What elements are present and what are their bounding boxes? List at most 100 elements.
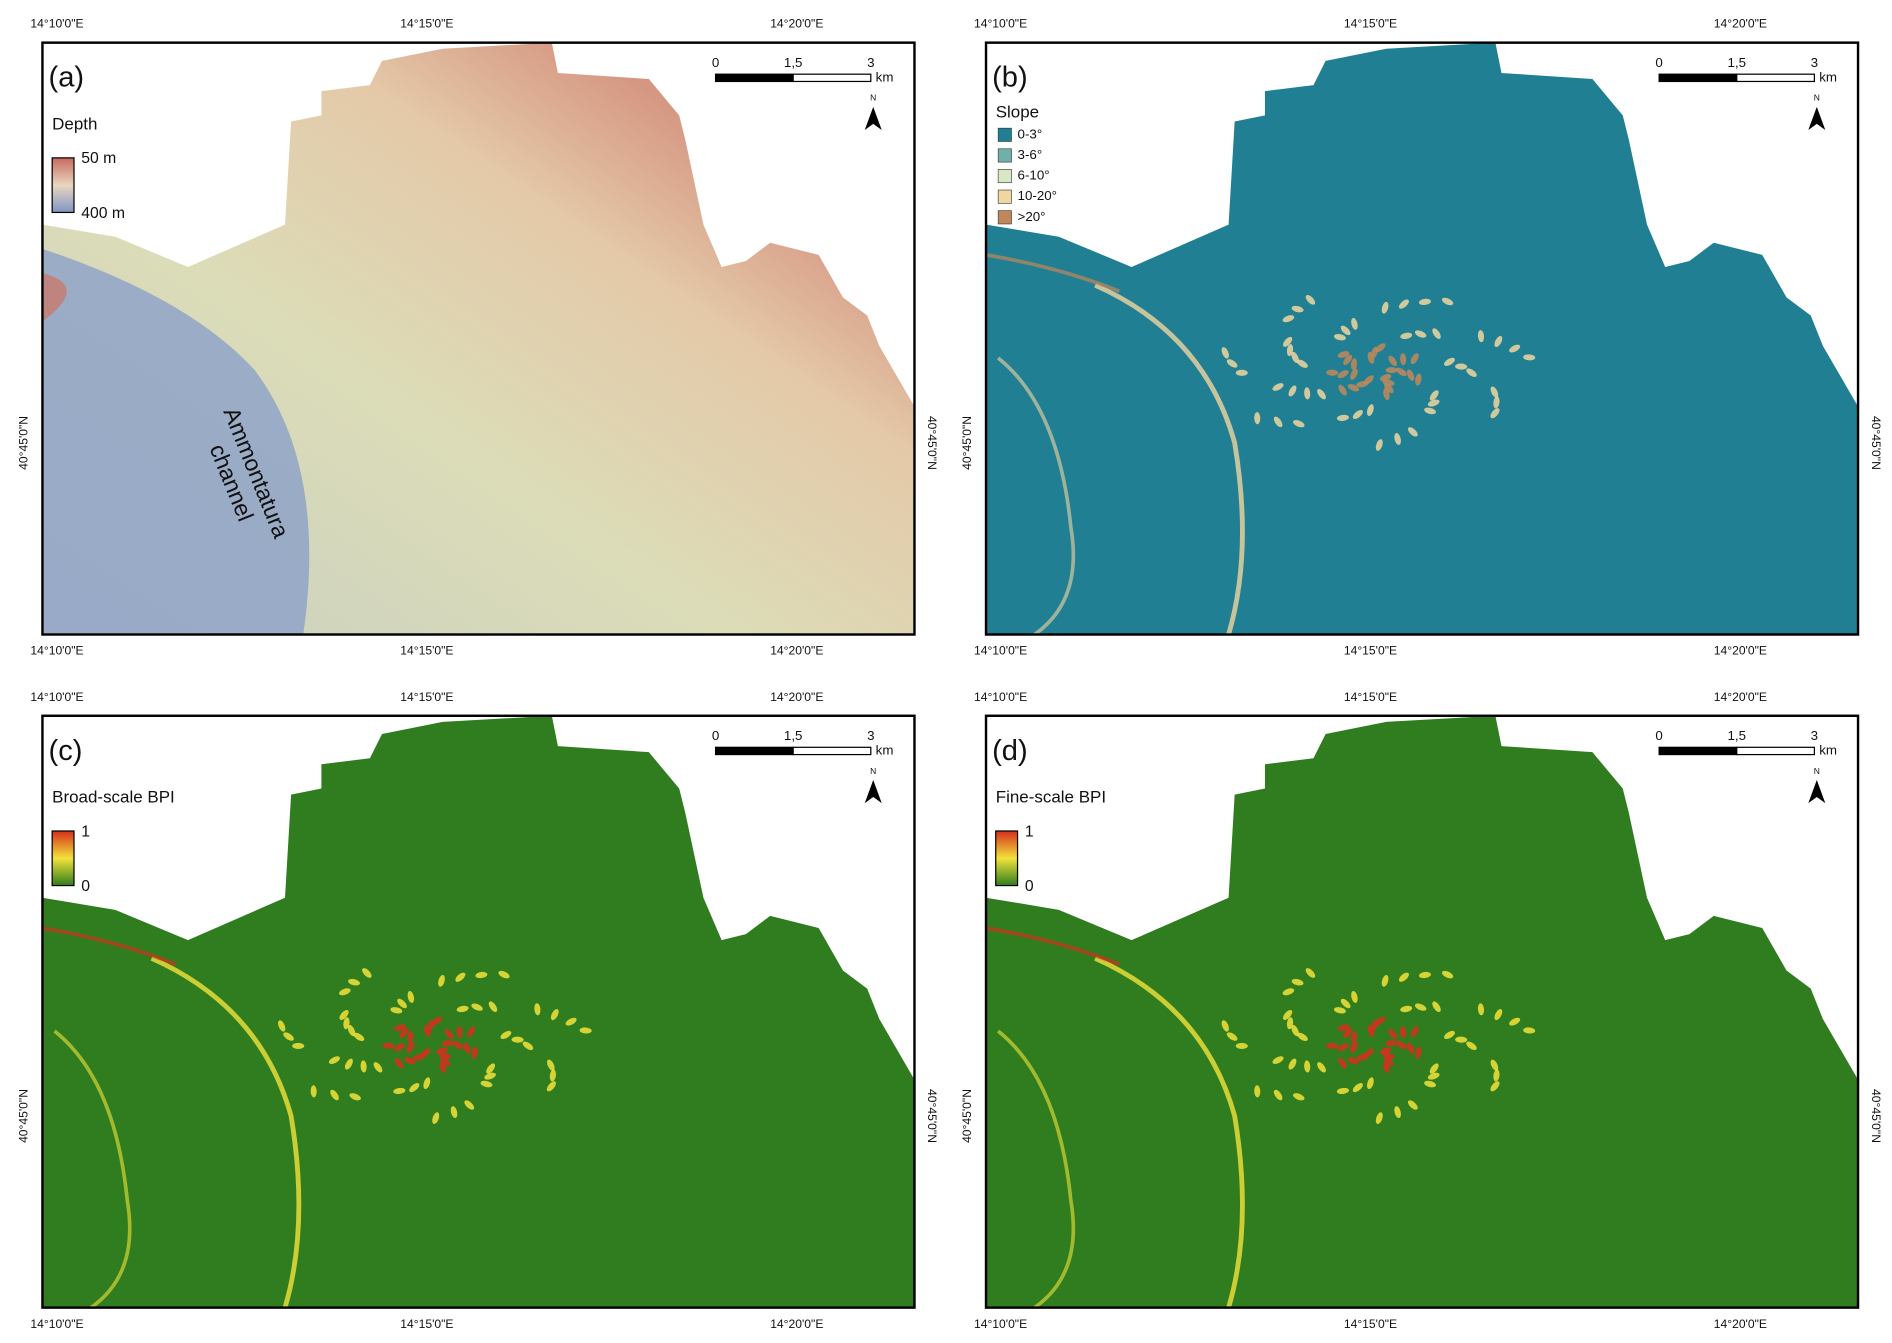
map-panel: 14°10'0"E 14°10'0"E 14°15'0"E 14°15'0"E 14°2…: [960, 17, 1883, 658]
relief-feature: [1490, 386, 1499, 398]
legend-colorbar: [51, 157, 75, 214]
relief-feature: [1414, 1003, 1427, 1011]
relief-feature: [436, 1047, 448, 1055]
relief-feature: [440, 1056, 451, 1067]
relief-feature: [1226, 1032, 1238, 1041]
relief-feature: [1375, 1016, 1386, 1026]
relief-feature: [1273, 416, 1283, 428]
panel-letter: (d): [992, 735, 1028, 767]
relief-feature: [1366, 404, 1374, 416]
legend-title: Fine-scale BPI: [996, 788, 1106, 807]
relief-feature: [1523, 354, 1536, 361]
relief-feature: [1441, 297, 1454, 306]
relief-feature: [412, 1054, 425, 1061]
legend-swatch: [997, 210, 1012, 225]
legend-label: 6-10°: [1018, 168, 1050, 183]
relief-feature: [1226, 359, 1238, 368]
relief-feature: [407, 991, 415, 1003]
relief-feature: [522, 1041, 534, 1051]
relief-feature: [456, 1026, 463, 1039]
relief-feature: [547, 1059, 555, 1071]
relief-feature: [1509, 1017, 1521, 1026]
relief-feature: [456, 1005, 469, 1013]
longitude-label: 14°15'0"E: [1344, 17, 1397, 31]
relief-feature: [339, 1009, 349, 1020]
relief-feature: [1350, 358, 1358, 371]
relief-feature: [1375, 439, 1383, 451]
relief-feature: [471, 1003, 483, 1011]
relief-feature: [1336, 1087, 1349, 1095]
legend-title: Slope: [996, 102, 1039, 121]
relief-feature: [394, 1057, 404, 1069]
relief-feature: [1347, 383, 1360, 392]
relief-feature: [1444, 1030, 1455, 1040]
relief-feature: [1415, 373, 1422, 386]
scale-bar: [714, 746, 794, 756]
relief-feature: [1375, 343, 1386, 353]
scale-bar: [792, 73, 872, 83]
latitude-label: 40°45'0"N: [925, 1089, 939, 1143]
relief-feature: [1352, 1083, 1363, 1093]
relief-feature: [1254, 1085, 1261, 1098]
latitude-label: 40°45'0"N: [1869, 1089, 1883, 1143]
latitude-label: 40°45'0"N: [16, 416, 30, 470]
relief-feature: [1424, 1080, 1437, 1088]
panel-letter: (a): [49, 62, 85, 94]
relief-feature: [393, 1087, 406, 1095]
relief-feature: [278, 1020, 286, 1032]
relief-feature: [1272, 383, 1284, 391]
relief-feature: [348, 978, 360, 986]
relief-feature: [310, 1085, 317, 1098]
channel-rim: [42, 273, 67, 322]
longitude-label: 14°10'0"E: [30, 1317, 83, 1331]
channel-rim: [986, 926, 1121, 967]
relief-feature: [347, 1024, 356, 1037]
relief-feature: [444, 1028, 454, 1040]
scale-bar: [1658, 746, 1738, 756]
longitude-label: 14°15'0"E: [1344, 1317, 1397, 1331]
relief-feature: [1272, 1056, 1284, 1065]
relief-feature: [1338, 384, 1347, 396]
relief-feature: [441, 1040, 455, 1047]
longitude-label: 14°20'0"E: [1714, 17, 1767, 31]
relief-feature: [1493, 1069, 1500, 1082]
panel-letter: (c): [49, 735, 83, 767]
legend-label: 0-3°: [1018, 126, 1043, 141]
relief-feature: [1305, 295, 1316, 305]
relief-feature: [1427, 399, 1440, 407]
relief-feature: [1343, 1027, 1353, 1039]
relief-feature: [1429, 1063, 1439, 1074]
relief-feature: [1379, 1047, 1392, 1055]
relief-feature: [353, 1032, 365, 1042]
relief-feature: [1490, 1059, 1499, 1071]
relief-feature: [1347, 1057, 1360, 1065]
longitude-label: 14°15'0"E: [1344, 644, 1397, 658]
scale-label: 1,5: [1727, 728, 1746, 743]
relief-feature: [394, 1024, 406, 1032]
relief-feature: [1304, 1060, 1311, 1073]
legend-label: 0: [1025, 878, 1034, 895]
relief-feature: [1414, 330, 1427, 338]
relief-feature: [407, 1031, 414, 1044]
relief-feature: [431, 1016, 442, 1026]
relief-feature: [1384, 1056, 1394, 1067]
relief-feature: [1381, 974, 1389, 987]
relief-feature: [1523, 1027, 1536, 1034]
relief-feature: [467, 1026, 476, 1038]
relief-feature: [1297, 359, 1308, 368]
relief-feature: [1338, 1057, 1347, 1069]
relief-feature: [1337, 351, 1350, 358]
relief-feature: [1333, 1007, 1346, 1014]
relief-feature: [450, 1106, 458, 1119]
relief-feature: [1509, 344, 1521, 353]
relief-feature: [1340, 325, 1351, 336]
longitude-label: 14°20'0"E: [770, 690, 823, 704]
scale-unit: km: [1819, 742, 1837, 757]
channel-rim: [53, 1029, 132, 1308]
relief-feature: [565, 1017, 577, 1026]
scale-bar: [1736, 73, 1815, 83]
map-area: [986, 715, 1859, 1308]
legend-label: 3-6°: [1018, 147, 1043, 162]
relief-feature: [1288, 385, 1297, 397]
relief-feature: [399, 1027, 409, 1039]
